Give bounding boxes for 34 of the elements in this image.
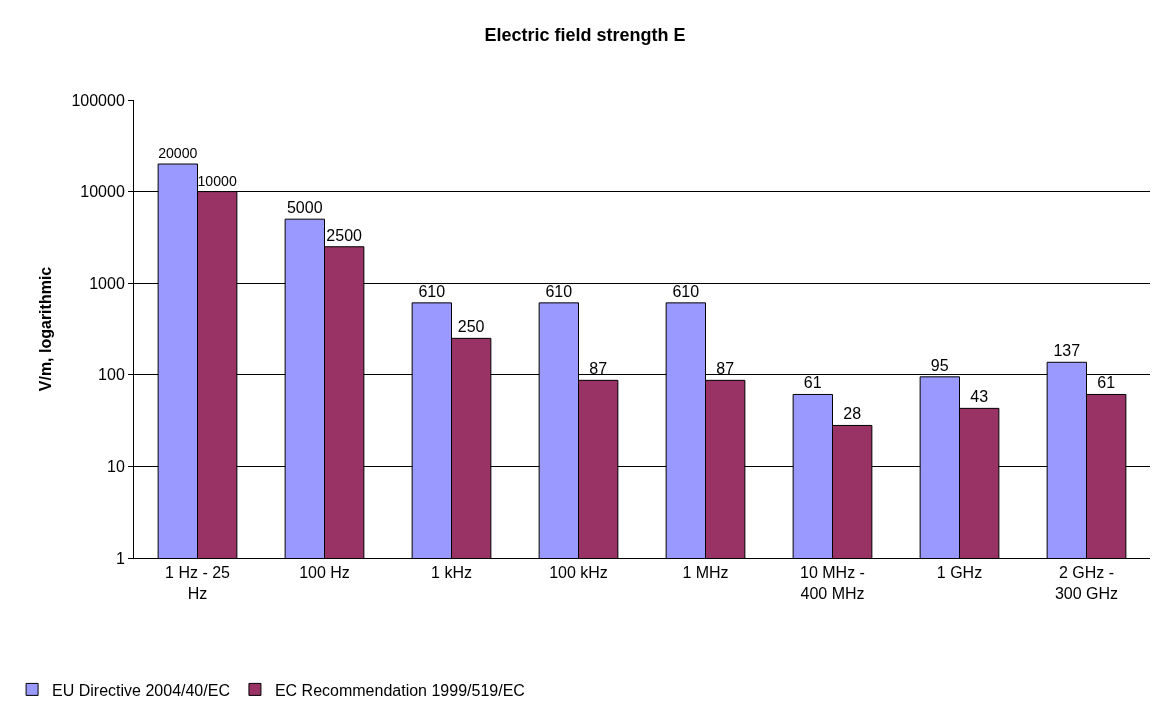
data-label: 87 <box>716 360 735 378</box>
x-tick-label: 1 GHz <box>936 564 983 582</box>
data-label: 610 <box>672 282 700 300</box>
y-tick-label: 10 <box>107 458 125 475</box>
data-label: 43 <box>970 388 989 406</box>
data-label: 95 <box>930 356 949 374</box>
data-label: 10000 <box>197 172 237 189</box>
data-label: 2500 <box>326 226 363 244</box>
data-label: 87 <box>589 360 608 378</box>
x-tick-label: 1 kHz <box>431 564 472 582</box>
data-label: 5000 <box>286 199 323 217</box>
data-label: 250 <box>457 318 485 336</box>
y-tick-label: 1 <box>115 549 125 567</box>
x-tick-label: 2 GHz - 300 GHz <box>1054 564 1119 602</box>
x-tick-label: 100 kHz <box>549 564 608 582</box>
x-tick-label: 100 Hz <box>299 564 350 582</box>
data-label: 28 <box>843 405 862 423</box>
legend-label: EU Directive 2004/40/EC <box>52 681 230 699</box>
x-tick-label: 1 Hz - 25 Hz <box>165 564 231 602</box>
x-tick-label: 10 MHz - 400 MHz <box>800 564 865 602</box>
y-tick-label: 10000 <box>80 183 125 201</box>
data-label: 137 <box>1053 342 1081 360</box>
legend-label: EC Recommendation 1999/519/EC <box>274 681 525 699</box>
y-tick-label: 1000 <box>89 274 125 292</box>
y-tick-label: 100000 <box>71 91 125 109</box>
chart-title: Electric field strength E <box>484 25 686 46</box>
data-label: 61 <box>1097 374 1116 392</box>
data-label: 610 <box>545 282 573 300</box>
y-axis-title: V/m, logarithmic <box>37 266 55 392</box>
x-tick-label: 1 MHz <box>682 564 729 582</box>
data-label: 20000 <box>158 145 198 162</box>
data-label: 61 <box>803 374 822 392</box>
y-tick-label: 100 <box>98 366 125 384</box>
data-label: 610 <box>418 282 446 300</box>
